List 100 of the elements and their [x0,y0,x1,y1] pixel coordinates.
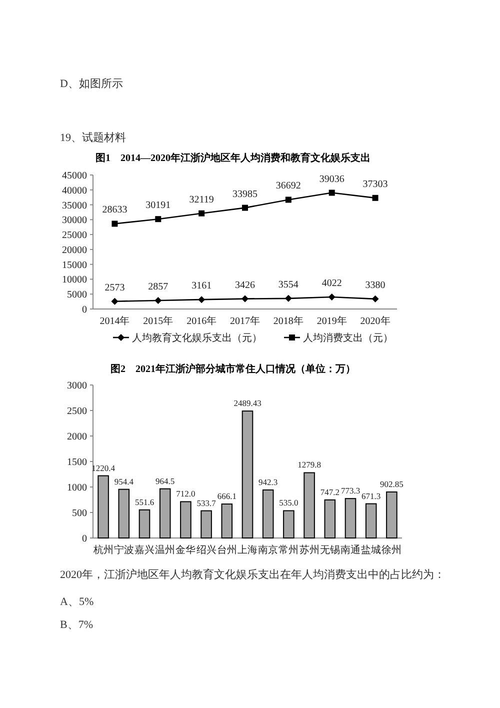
data-label: 902.85 [380,478,404,489]
data-label: 3426 [235,280,255,291]
x-tick-label: 2017年 [230,315,260,327]
chart-title: 图1 2014—2020年江浙沪地区年人均消费和教育文化娱乐支出 [96,152,370,164]
data-label: 747.2 [320,486,340,497]
point [154,296,162,304]
point [372,194,378,201]
text: 2020年，江浙沪地区年人均教育文化娱乐支出在年人均消费支出中的占比约为： [60,568,445,581]
y-tick-label: 500 [72,508,87,519]
y-tick-label: 20000 [62,244,87,256]
bar [98,475,109,538]
text: D、如图所示 [60,77,123,90]
y-tick-label: 1000 [67,482,87,494]
data-label: 666.1 [217,491,236,502]
y-tick-label: 5000 [67,290,87,301]
bar [386,491,398,538]
y-tick-label: 30000 [62,215,87,226]
point [111,298,118,305]
y-tick-label: 10000 [62,274,87,286]
y-tick-label: 25000 [62,230,87,242]
point [285,196,292,203]
y-tick-label: 2000 [67,432,87,442]
x-tick-label: 台州 [216,544,237,556]
x-tick-label: 杭州 [92,544,114,556]
bar [200,510,212,538]
data-label: 28633 [102,204,128,216]
data-label: 32119 [189,194,214,206]
y-tick-label: 15000 [62,260,87,271]
bar [118,488,130,538]
data-label: 4022 [322,278,342,290]
bar [324,499,336,538]
y-tick-label: 35000 [62,200,87,212]
x-tick-label: 南通 [340,544,360,556]
x-tick-label: 2015年 [143,315,174,327]
y-tick-label: 0 [82,304,87,316]
y-tick-label: 40000 [62,185,87,196]
bar [304,472,315,538]
bar [180,501,192,538]
legend-label: 人均消费支出（元） [303,332,393,344]
data-label: 2857 [148,281,168,292]
x-tick-label: 苏州 [299,544,320,556]
chart-title: 图2 2021年江浙沪部分城市常住人口情况（单位：万） [110,363,356,375]
point [328,294,336,301]
x-tick-label: 2014年 [100,315,130,327]
text: B、7% [60,619,93,631]
data-label: 30191 [146,200,171,212]
bar [159,488,171,538]
x-tick-label: 嘉兴 [134,544,154,556]
point [242,295,248,302]
x-tick-label: 2019年 [316,315,347,327]
x-tick-label: 绍兴 [196,544,216,556]
x-tick-label: 常州 [278,544,299,556]
point [155,216,162,222]
point [198,296,206,304]
data-label: 36692 [276,180,301,192]
data-label: 37303 [362,178,388,190]
data-label: 1279.8 [298,460,321,470]
data-label: 942.3 [258,476,278,487]
x-tick-label: 宁波 [114,544,134,556]
point [112,220,118,227]
data-label: 2573 [104,282,125,294]
bar [283,510,294,538]
point [284,294,292,302]
bar [262,489,274,538]
data-label: 712.0 [176,488,196,499]
data-label: 3380 [365,280,386,291]
point [372,295,379,302]
point [242,204,248,211]
x-tick-label: 温州 [155,544,176,556]
data-label: 3554 [278,279,298,290]
y-tick-label: 1500 [67,457,87,468]
bar [344,498,356,538]
text: 19、试题材料 [60,131,126,144]
text: A、5% [60,596,94,608]
bar [365,503,377,538]
x-tick-label: 徐州 [382,544,402,556]
data-label: 3161 [192,280,212,292]
point [198,210,205,216]
x-tick-label: 上海 [238,544,258,556]
data-label: 671.3 [362,490,381,501]
data-label: 2489.43 [234,398,262,408]
y-tick-label: 2500 [67,406,87,417]
data-label: 773.3 [340,486,360,496]
x-tick-label: 南京 [258,544,278,556]
x-tick-label: 2020年 [360,315,390,327]
data-label: 33985 [232,188,258,200]
x-tick-label: 盐城 [361,544,382,556]
bar [138,509,150,538]
y-tick-label: 0 [82,534,87,544]
data-label: 964.5 [156,476,175,486]
data-label: 533.7 [196,498,216,508]
x-tick-label: 2018年 [273,315,304,327]
data-label: 1220.4 [92,462,116,473]
data-label: 39036 [319,174,344,185]
bar [221,504,233,538]
data-label: 954.4 [114,476,134,486]
data-label: 551.6 [134,496,154,507]
data-label: 535.0 [279,498,298,508]
legend-label: 人均教育文化娱乐支出（元） [132,332,262,344]
x-tick-label: 无锡 [320,545,340,556]
